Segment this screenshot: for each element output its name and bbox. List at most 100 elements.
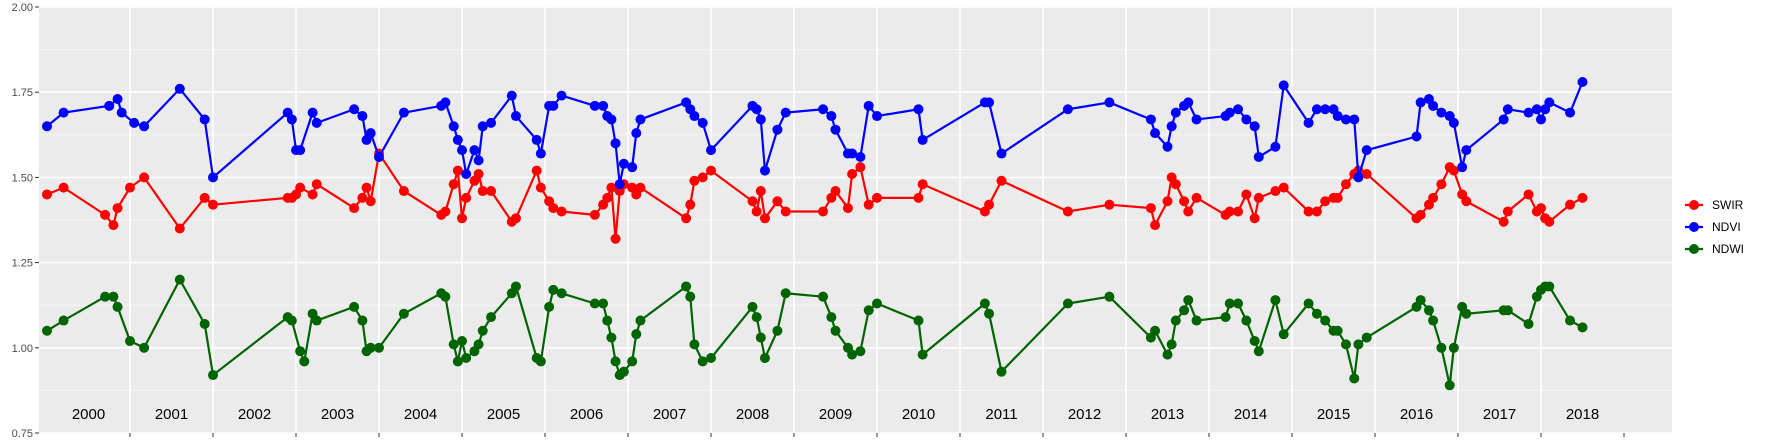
data-point-ndvi: [1544, 97, 1555, 108]
data-point-swir: [1278, 182, 1289, 193]
data-point-swir: [1183, 206, 1194, 217]
data-point-swir: [1436, 179, 1447, 190]
data-point-ndvi: [826, 111, 837, 122]
data-point-swir: [1224, 206, 1235, 217]
data-point-ndwi: [1577, 322, 1588, 333]
data-point-swir: [1191, 192, 1202, 203]
data-point-ndvi: [116, 107, 127, 118]
data-point-ndvi: [535, 148, 546, 159]
data-point-swir: [602, 192, 613, 203]
data-point-ndvi: [469, 145, 480, 156]
data-point-ndwi: [1191, 315, 1202, 326]
data-point-ndwi: [759, 353, 770, 364]
data-point-ndvi: [751, 104, 762, 115]
data-point-ndvi: [1278, 80, 1289, 91]
data-point-ndvi: [1436, 107, 1447, 118]
data-point-ndvi: [295, 145, 306, 156]
year-label: 2001: [155, 406, 188, 423]
data-point-swir: [681, 213, 692, 224]
data-point-ndwi: [440, 291, 451, 302]
data-point-swir: [635, 182, 646, 193]
data-point-ndvi: [473, 155, 484, 166]
data-point-swir: [457, 213, 467, 224]
data-point-ndwi: [42, 325, 52, 336]
data-point-ndwi: [1332, 325, 1343, 336]
year-label: 2012: [1068, 406, 1101, 423]
data-point-swir: [199, 192, 210, 203]
series-ndwi: [42, 274, 1588, 391]
legend-item-ndwi: NDWI: [1685, 242, 1744, 256]
data-point-swir: [780, 206, 791, 217]
data-point-ndvi: [1340, 114, 1351, 125]
data-point-swir: [108, 220, 119, 231]
legend: SWIR NDVI NDWI: [1685, 198, 1744, 256]
data-point-swir: [984, 199, 995, 210]
data-point-ndvi: [486, 117, 497, 128]
data-point-ndvi: [1349, 114, 1360, 125]
data-point-ndwi: [100, 291, 111, 302]
data-point-ndwi: [1444, 380, 1455, 391]
data-point-ndwi: [398, 308, 409, 319]
year-label: 2011: [985, 406, 1017, 423]
data-point-swir: [1577, 192, 1588, 203]
data-point-swir: [1170, 179, 1181, 190]
data-point-ndwi: [1062, 298, 1073, 309]
data-point-ndwi: [1461, 308, 1472, 319]
data-point-ndvi: [1565, 107, 1576, 118]
data-point-swir: [1253, 192, 1264, 203]
data-point-swir: [685, 199, 696, 210]
data-point-ndvi: [1428, 100, 1439, 111]
data-point-ndvi: [863, 100, 874, 111]
year-label: 2018: [1566, 406, 1599, 423]
data-point-ndvi: [506, 90, 517, 101]
data-point-swir: [606, 182, 617, 193]
year-label: 2004: [404, 406, 437, 423]
data-point-ndwi: [1565, 315, 1576, 326]
data-point-ndvi: [1577, 76, 1588, 87]
data-point-ndvi: [307, 107, 318, 118]
data-point-ndwi: [535, 356, 546, 367]
year-label: 2013: [1151, 406, 1184, 423]
data-point-swir: [706, 165, 716, 176]
legend-key-dot: [1689, 200, 1699, 210]
data-point-ndwi: [996, 366, 1007, 377]
data-point-swir: [1150, 220, 1161, 231]
data-point-ndwi: [1183, 295, 1194, 306]
data-point-ndwi: [1428, 315, 1439, 326]
data-point-ndvi: [1104, 97, 1115, 108]
legend-item-swir: SWIR: [1685, 198, 1744, 212]
data-point-ndwi: [1303, 298, 1314, 309]
data-point-ndwi: [1278, 329, 1289, 340]
data-point-swir: [1145, 203, 1156, 214]
data-point-ndvi: [1253, 151, 1264, 162]
data-point-swir: [1303, 206, 1314, 217]
data-point-ndvi: [556, 90, 567, 101]
data-point-ndvi: [627, 162, 638, 173]
minor-gridlines: [39, 49, 1672, 391]
data-point-ndvi: [1249, 121, 1260, 132]
data-point-ndwi: [1162, 349, 1173, 360]
data-point-ndwi: [618, 366, 629, 377]
data-point-ndvi: [1415, 97, 1426, 108]
data-point-swir: [747, 196, 758, 207]
data-point-ndvi: [618, 158, 629, 169]
data-point-ndvi: [1145, 114, 1156, 125]
data-point-ndvi: [349, 104, 360, 115]
data-point-ndvi: [755, 114, 766, 125]
series-ndvi: [42, 76, 1588, 190]
data-point-ndwi: [1523, 318, 1534, 329]
legend-label: SWIR: [1712, 198, 1744, 212]
data-point-ndwi: [751, 312, 762, 323]
data-point-ndwi: [1166, 339, 1177, 350]
data-point-ndwi: [125, 335, 135, 346]
data-point-ndwi: [589, 298, 600, 309]
data-point-ndwi: [610, 356, 621, 367]
data-point-swir: [58, 182, 69, 193]
data-point-swir: [42, 189, 52, 200]
data-point-ndvi: [1353, 172, 1364, 183]
data-point-swir: [1179, 196, 1190, 207]
data-point-ndvi: [357, 111, 368, 122]
data-point-ndvi: [1531, 104, 1542, 115]
data-point-swir: [589, 209, 600, 220]
data-point-ndwi: [1249, 335, 1260, 346]
